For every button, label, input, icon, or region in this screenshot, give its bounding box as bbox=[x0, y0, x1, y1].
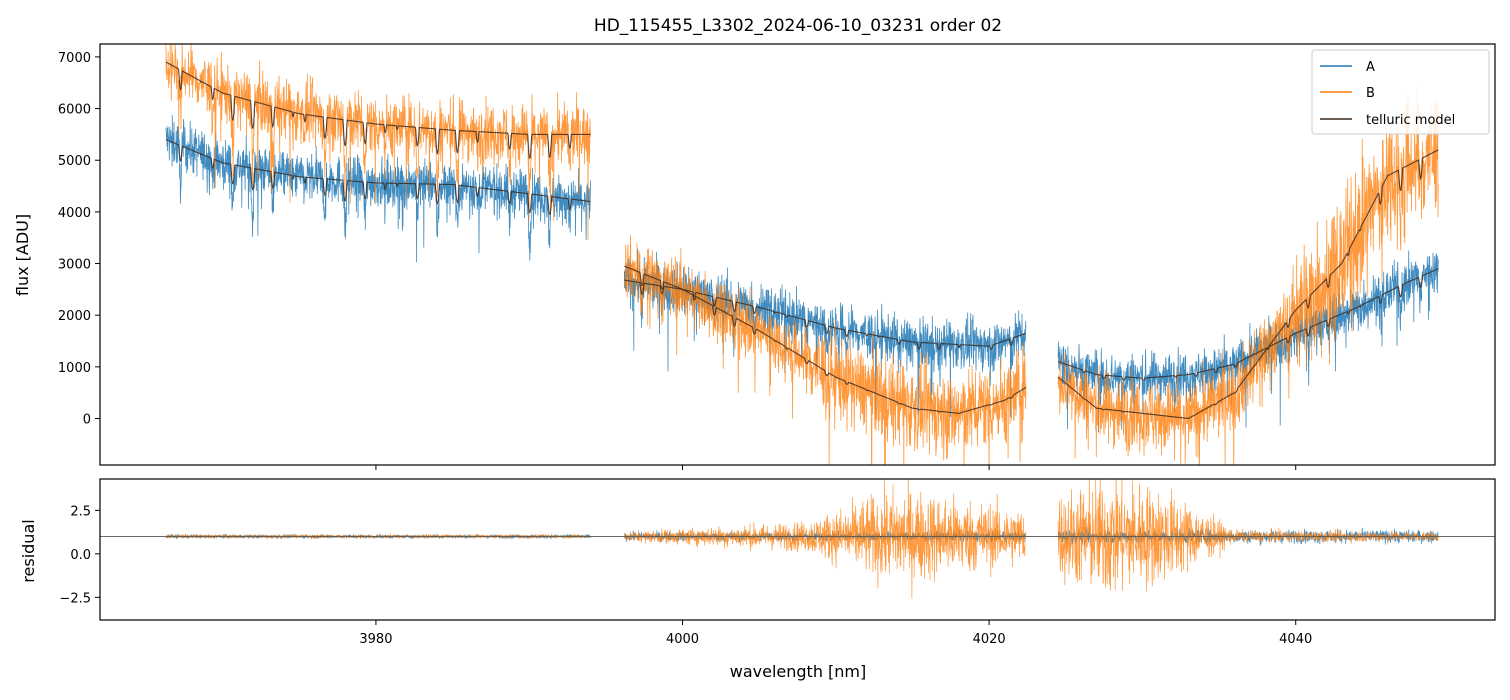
legend-label-a: A bbox=[1366, 60, 1375, 75]
bottom-ytick-label: 2.5 bbox=[70, 504, 91, 519]
series-b-trace-seg-2 bbox=[1057, 87, 1439, 465]
top-ytick-label: 0 bbox=[83, 413, 91, 428]
top-ytick-label: 6000 bbox=[58, 103, 91, 118]
telluric-model-b-seg-1 bbox=[624, 265, 1027, 415]
top-ytick-label: 2000 bbox=[58, 309, 91, 324]
legend: A B telluric model bbox=[1311, 49, 1490, 135]
telluric-model-a-seg-0 bbox=[165, 139, 591, 215]
bottom-xlabel: wavelength [nm] bbox=[730, 662, 867, 681]
legend-label-b: B bbox=[1366, 86, 1375, 101]
top-ticks: 0 1000 2000 3000 4000 5000 6000 7000 bbox=[58, 51, 1297, 470]
top-ytick-label: 3000 bbox=[58, 258, 91, 273]
top-ytick-label: 1000 bbox=[58, 361, 91, 376]
series-a-trace-seg-2 bbox=[1057, 250, 1439, 433]
bottom-ytick-label: 0.0 bbox=[70, 548, 91, 563]
bottom-ytick-label: −2.5 bbox=[59, 591, 91, 606]
legend-label-telluric: telluric model bbox=[1366, 113, 1455, 128]
chart-title: HD_115455_L3302_2024-06-10_03231 order 0… bbox=[594, 16, 1002, 36]
bottom-ylabel: residual bbox=[19, 519, 38, 582]
series-a-trace-seg-0 bbox=[165, 115, 591, 263]
top-ylabel: flux [ADU] bbox=[13, 214, 32, 296]
bottom-axes-frame bbox=[99, 478, 1496, 621]
bottom-plot-area bbox=[100, 479, 1495, 599]
top-ytick-label: 5000 bbox=[58, 154, 91, 169]
series-b-trace-seg-0 bbox=[165, 44, 591, 240]
bottom-ticks: −2.5 0.0 2.5 3980 4000 4020 4040 bbox=[59, 504, 1312, 647]
legend-box bbox=[1311, 49, 1490, 135]
top-ytick-label: 7000 bbox=[58, 51, 91, 66]
telluric-model-a-seg-2 bbox=[1057, 268, 1439, 381]
bottom-xtick-label: 4040 bbox=[1279, 632, 1312, 647]
top-ytick-label: 4000 bbox=[58, 206, 91, 221]
bottom-xtick-label: 4000 bbox=[666, 632, 699, 647]
residual-b-seg-1 bbox=[623, 479, 1027, 599]
top-plot-area bbox=[165, 44, 1439, 465]
telluric-model-a-seg-1 bbox=[624, 279, 1027, 351]
telluric-model-b-seg-2 bbox=[1057, 149, 1439, 420]
bottom-xtick-label: 3980 bbox=[359, 632, 392, 647]
bottom-xtick-label: 4020 bbox=[973, 632, 1006, 647]
top-axes-frame bbox=[99, 43, 1496, 466]
series-b-trace-seg-1 bbox=[623, 234, 1027, 465]
telluric-model-b-seg-0 bbox=[165, 61, 591, 160]
